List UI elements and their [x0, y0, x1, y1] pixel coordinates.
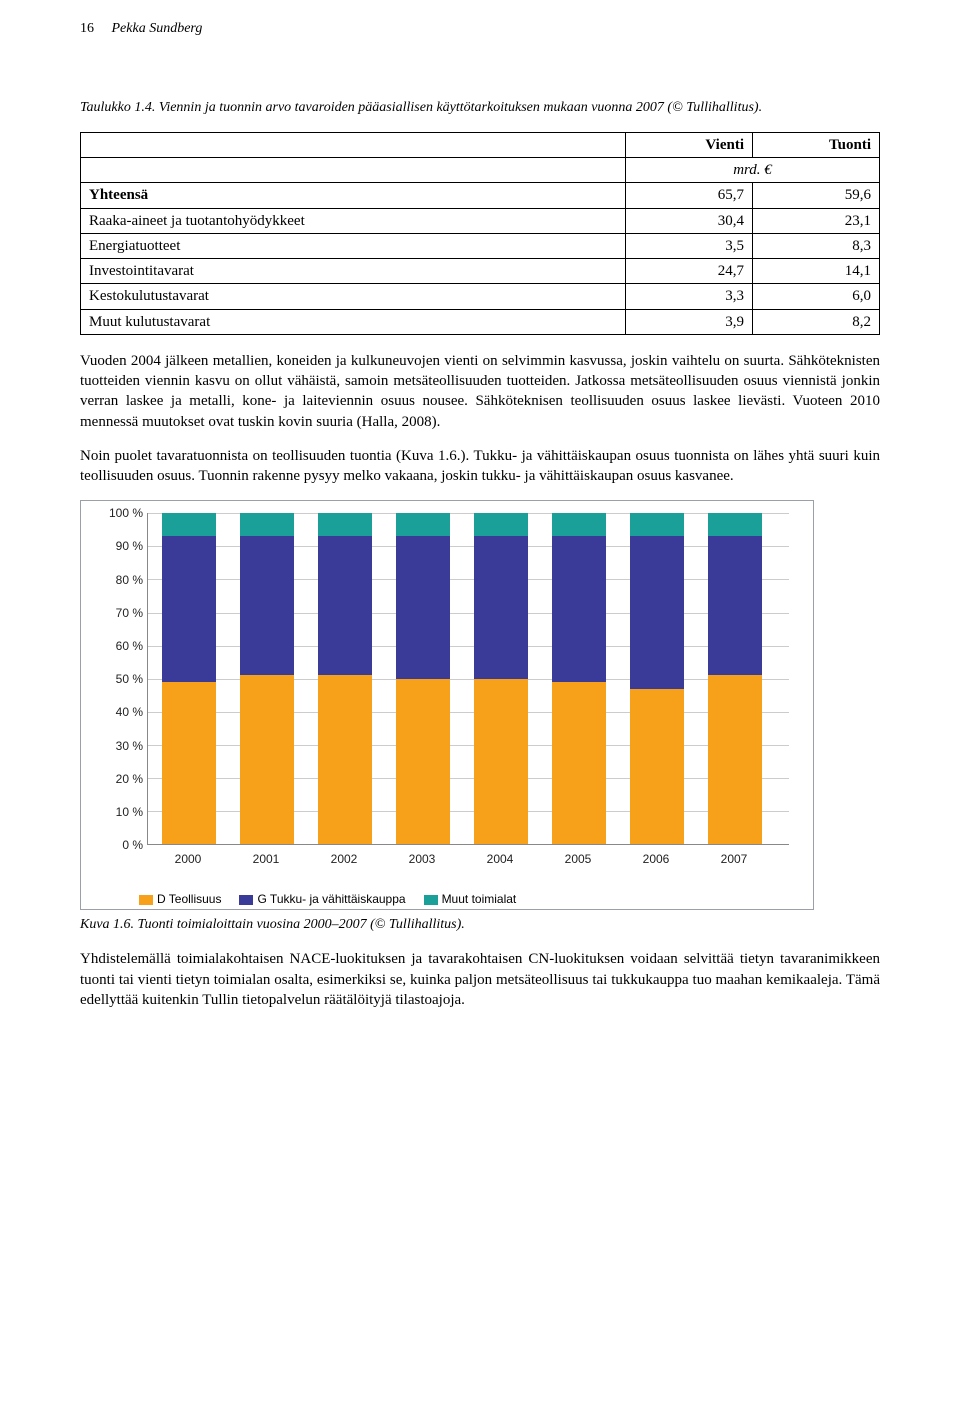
bar-column: [240, 513, 294, 844]
table-caption: Taulukko 1.4. Viennin ja tuonnin arvo ta…: [80, 99, 880, 118]
unit-cell: mrd. €: [626, 158, 880, 183]
x-tick-label: 2007: [707, 851, 761, 867]
table-row: Investointitavarat24,714,1: [81, 259, 880, 284]
table-row: Raaka-aineet ja tuotantohyödykkeet30,423…: [81, 208, 880, 233]
x-tick-label: 2004: [473, 851, 527, 867]
table-corner: [81, 132, 626, 157]
table-row: Kestokulutustavarat3,36,0: [81, 284, 880, 309]
x-tick-label: 2002: [317, 851, 371, 867]
row-label: Kestokulutustavarat: [81, 284, 626, 309]
cell-tuonti: 8,2: [753, 309, 880, 334]
cell-tuonti: 59,6: [753, 183, 880, 208]
legend-swatch: [139, 895, 153, 905]
stacked-bar-chart: 0 % 10 % 20 % 30 % 40 % 50 % 60 % 70 % 80 % 90 % 1…: [80, 500, 814, 910]
cell-tuonti: 14,1: [753, 259, 880, 284]
cell-vienti: 3,9: [626, 309, 753, 334]
chart-legend: D Teollisuus G Tukku- ja vähittäiskauppa M…: [87, 891, 807, 907]
bar-column: [630, 513, 684, 844]
cell-vienti: 65,7: [626, 183, 753, 208]
x-tick-label: 2006: [629, 851, 683, 867]
bar-column: [162, 513, 216, 844]
bar-column: [318, 513, 372, 844]
bar-column: [552, 513, 606, 844]
row-label: Energiatuotteet: [81, 233, 626, 258]
cell-vienti: 3,3: [626, 284, 753, 309]
y-tick-label: 90 %: [95, 538, 143, 554]
y-tick-label: 60 %: [95, 638, 143, 654]
y-tick-label: 50 %: [95, 671, 143, 687]
cell-tuonti: 23,1: [753, 208, 880, 233]
table-row: Energiatuotteet3,58,3: [81, 233, 880, 258]
unit-blank: [81, 158, 626, 183]
y-tick-label: 70 %: [95, 605, 143, 621]
col-header-tuonti: Tuonti: [753, 132, 880, 157]
x-tick-label: 2003: [395, 851, 449, 867]
legend-swatch: [424, 895, 438, 905]
y-tick-label: 30 %: [95, 738, 143, 754]
page-header: 16 Pekka Sundberg: [80, 20, 880, 39]
bar-column: [708, 513, 762, 844]
table-row: Yhteensä65,759,6: [81, 183, 880, 208]
row-label: Muut kulutustavarat: [81, 309, 626, 334]
legend-label: Muut toimialat: [442, 892, 517, 906]
paragraph-1: Vuoden 2004 jälkeen metallien, koneiden …: [80, 351, 880, 432]
row-label: Investointitavarat: [81, 259, 626, 284]
legend-item: Muut toimialat: [424, 891, 517, 907]
legend-swatch: [239, 895, 253, 905]
x-tick-label: 2000: [161, 851, 215, 867]
legend-label: D Teollisuus: [157, 892, 221, 906]
col-header-vienti: Vienti: [626, 132, 753, 157]
legend-item: G Tukku- ja vähittäiskauppa: [239, 891, 405, 907]
chart-caption: Kuva 1.6. Tuonti toimialoittain vuosina …: [80, 916, 880, 935]
table-row: Muut kulutustavarat3,98,2: [81, 309, 880, 334]
header-author: Pekka Sundberg: [112, 21, 203, 36]
row-label: Yhteensä: [81, 183, 626, 208]
y-tick-label: 40 %: [95, 704, 143, 720]
y-tick-label: 100 %: [95, 505, 143, 521]
y-tick-label: 0 %: [95, 837, 143, 853]
legend-label: G Tukku- ja vähittäiskauppa: [257, 892, 405, 906]
paragraph-3: Yhdistelemällä toimialakohtaisen NACE-lu…: [80, 949, 880, 1010]
bar-column: [396, 513, 450, 844]
y-tick-label: 10 %: [95, 804, 143, 820]
paragraph-2: Noin puolet tavaratuonnista on teollisuu…: [80, 446, 880, 487]
y-tick-label: 80 %: [95, 572, 143, 588]
cell-tuonti: 6,0: [753, 284, 880, 309]
y-tick-label: 20 %: [95, 771, 143, 787]
cell-vienti: 30,4: [626, 208, 753, 233]
cell-vienti: 3,5: [626, 233, 753, 258]
legend-item: D Teollisuus: [139, 891, 221, 907]
bar-column: [474, 513, 528, 844]
cell-vienti: 24,7: [626, 259, 753, 284]
x-tick-label: 2001: [239, 851, 293, 867]
row-label: Raaka-aineet ja tuotantohyödykkeet: [81, 208, 626, 233]
data-table: Vienti Tuonti mrd. € Yhteensä65,759,6Raa…: [80, 132, 880, 335]
cell-tuonti: 8,3: [753, 233, 880, 258]
x-tick-label: 2005: [551, 851, 605, 867]
page-number: 16: [80, 21, 94, 36]
